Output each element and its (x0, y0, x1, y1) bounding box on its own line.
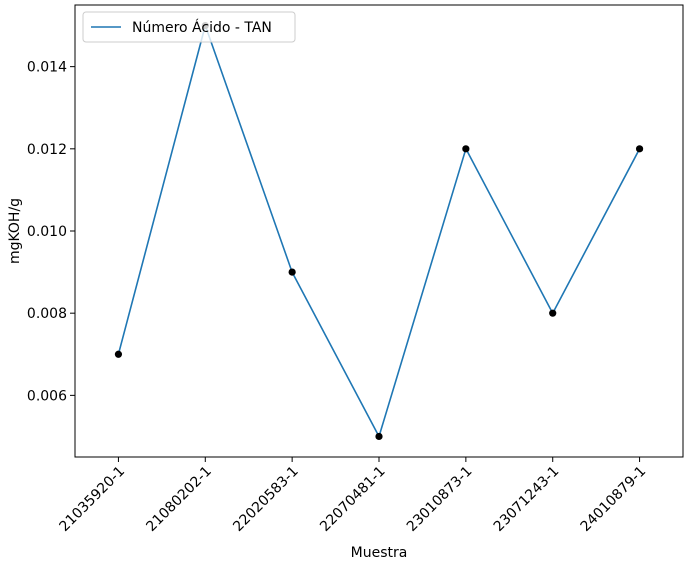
data-point (462, 145, 470, 153)
y-tick-label: 0.008 (27, 306, 67, 322)
legend-box (82, 11, 296, 43)
data-point (549, 309, 557, 317)
legend: Número Ácido - TAN (82, 11, 296, 43)
data-point (635, 145, 644, 153)
x-axis-label: Muestra (351, 545, 408, 561)
legend-entry: Número Ácido - TAN (132, 19, 272, 36)
y-tick-label: 0.014 (27, 60, 67, 76)
data-point (288, 268, 296, 276)
y-axis: 0.006 0.008 0.010 0.012 0.014 (27, 60, 75, 404)
y-tick-label: 0.006 (27, 388, 67, 404)
y-axis-label: mgKOH/g (7, 198, 23, 264)
y-tick-label: 0.010 (27, 224, 67, 240)
y-tick-label: 0.012 (27, 142, 67, 158)
data-point (114, 350, 123, 358)
data-point (375, 432, 383, 441)
